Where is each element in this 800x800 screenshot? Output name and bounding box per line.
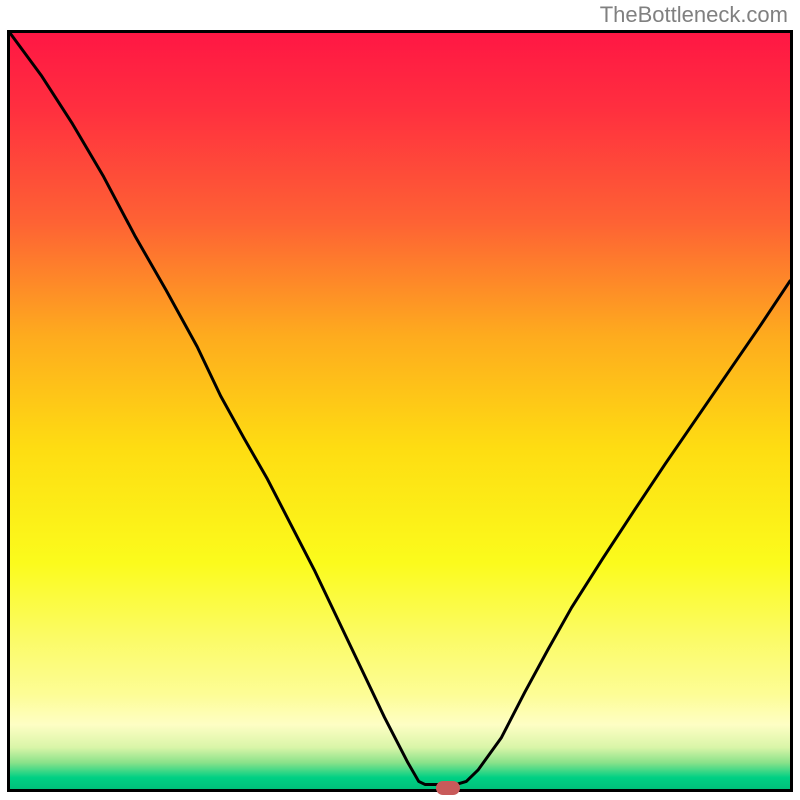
optimal-marker bbox=[436, 781, 460, 795]
watermark-text: TheBottleneck.com bbox=[600, 2, 788, 28]
chart-container: TheBottleneck.com bbox=[0, 0, 800, 800]
plot-area bbox=[7, 30, 793, 792]
curve-layer bbox=[10, 33, 790, 789]
bottleneck-curve bbox=[10, 33, 790, 784]
